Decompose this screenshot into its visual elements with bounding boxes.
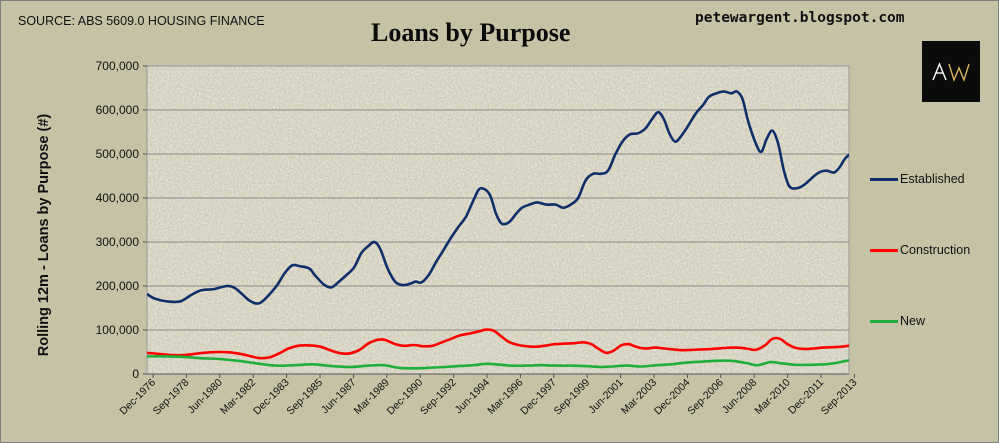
x-axis-ticks: Dec-1976Sep-1978Jun-1980Mar-1982Dec-1983… bbox=[117, 373, 860, 418]
x-tick-label: Sep-1999 bbox=[552, 377, 593, 418]
y-tick-label: 700,000 bbox=[96, 59, 140, 73]
y-tick-label: 300,000 bbox=[96, 235, 140, 249]
y-tick-label: 100,000 bbox=[96, 323, 140, 337]
legend-label-established: Established bbox=[900, 172, 965, 186]
series-line-new bbox=[147, 355, 849, 370]
x-tick-label: Sep-2013 bbox=[819, 377, 860, 418]
aw-logo bbox=[922, 41, 980, 102]
x-tick-label: Sep-1992 bbox=[418, 377, 459, 418]
chart-title: Loans by Purpose bbox=[371, 18, 571, 47]
y-tick-label: 400,000 bbox=[96, 191, 140, 205]
series-line-established bbox=[147, 90, 849, 305]
legend-label-new: New bbox=[900, 314, 926, 328]
y-tick-label: 0 bbox=[132, 367, 139, 381]
series-lines bbox=[147, 90, 849, 370]
y-tick-label: 600,000 bbox=[96, 103, 140, 117]
source-note: SOURCE: ABS 5609.0 HOUSING FINANCE bbox=[18, 14, 265, 28]
y-tick-label: 500,000 bbox=[96, 147, 140, 161]
x-tick-label: Sep-1985 bbox=[284, 377, 325, 418]
aw-logo-mark bbox=[932, 61, 970, 82]
x-tick-label: Mar-2010 bbox=[752, 377, 792, 417]
legend-label-construction: Construction bbox=[900, 243, 971, 257]
blog-url: petewargent.blogspot.com bbox=[695, 10, 905, 26]
legend-swatch-new bbox=[870, 319, 898, 323]
y-tick-label: 200,000 bbox=[96, 279, 140, 293]
legend-swatch-construction bbox=[870, 248, 898, 252]
x-tick-label: Sep-1978 bbox=[151, 377, 192, 418]
series-line-construction bbox=[147, 328, 849, 360]
legend-item-construction: Construction bbox=[870, 243, 970, 257]
legend-swatch-established bbox=[870, 177, 898, 181]
legend-item-new: New bbox=[870, 314, 925, 328]
gridlines bbox=[147, 109, 849, 331]
y-axis-ticks: 0 100,000 200,000 300,000 400,000 500,000 600,… bbox=[96, 59, 147, 381]
x-tick-label: Sep-2006 bbox=[685, 377, 726, 418]
legend-item-established: Established bbox=[870, 172, 965, 186]
